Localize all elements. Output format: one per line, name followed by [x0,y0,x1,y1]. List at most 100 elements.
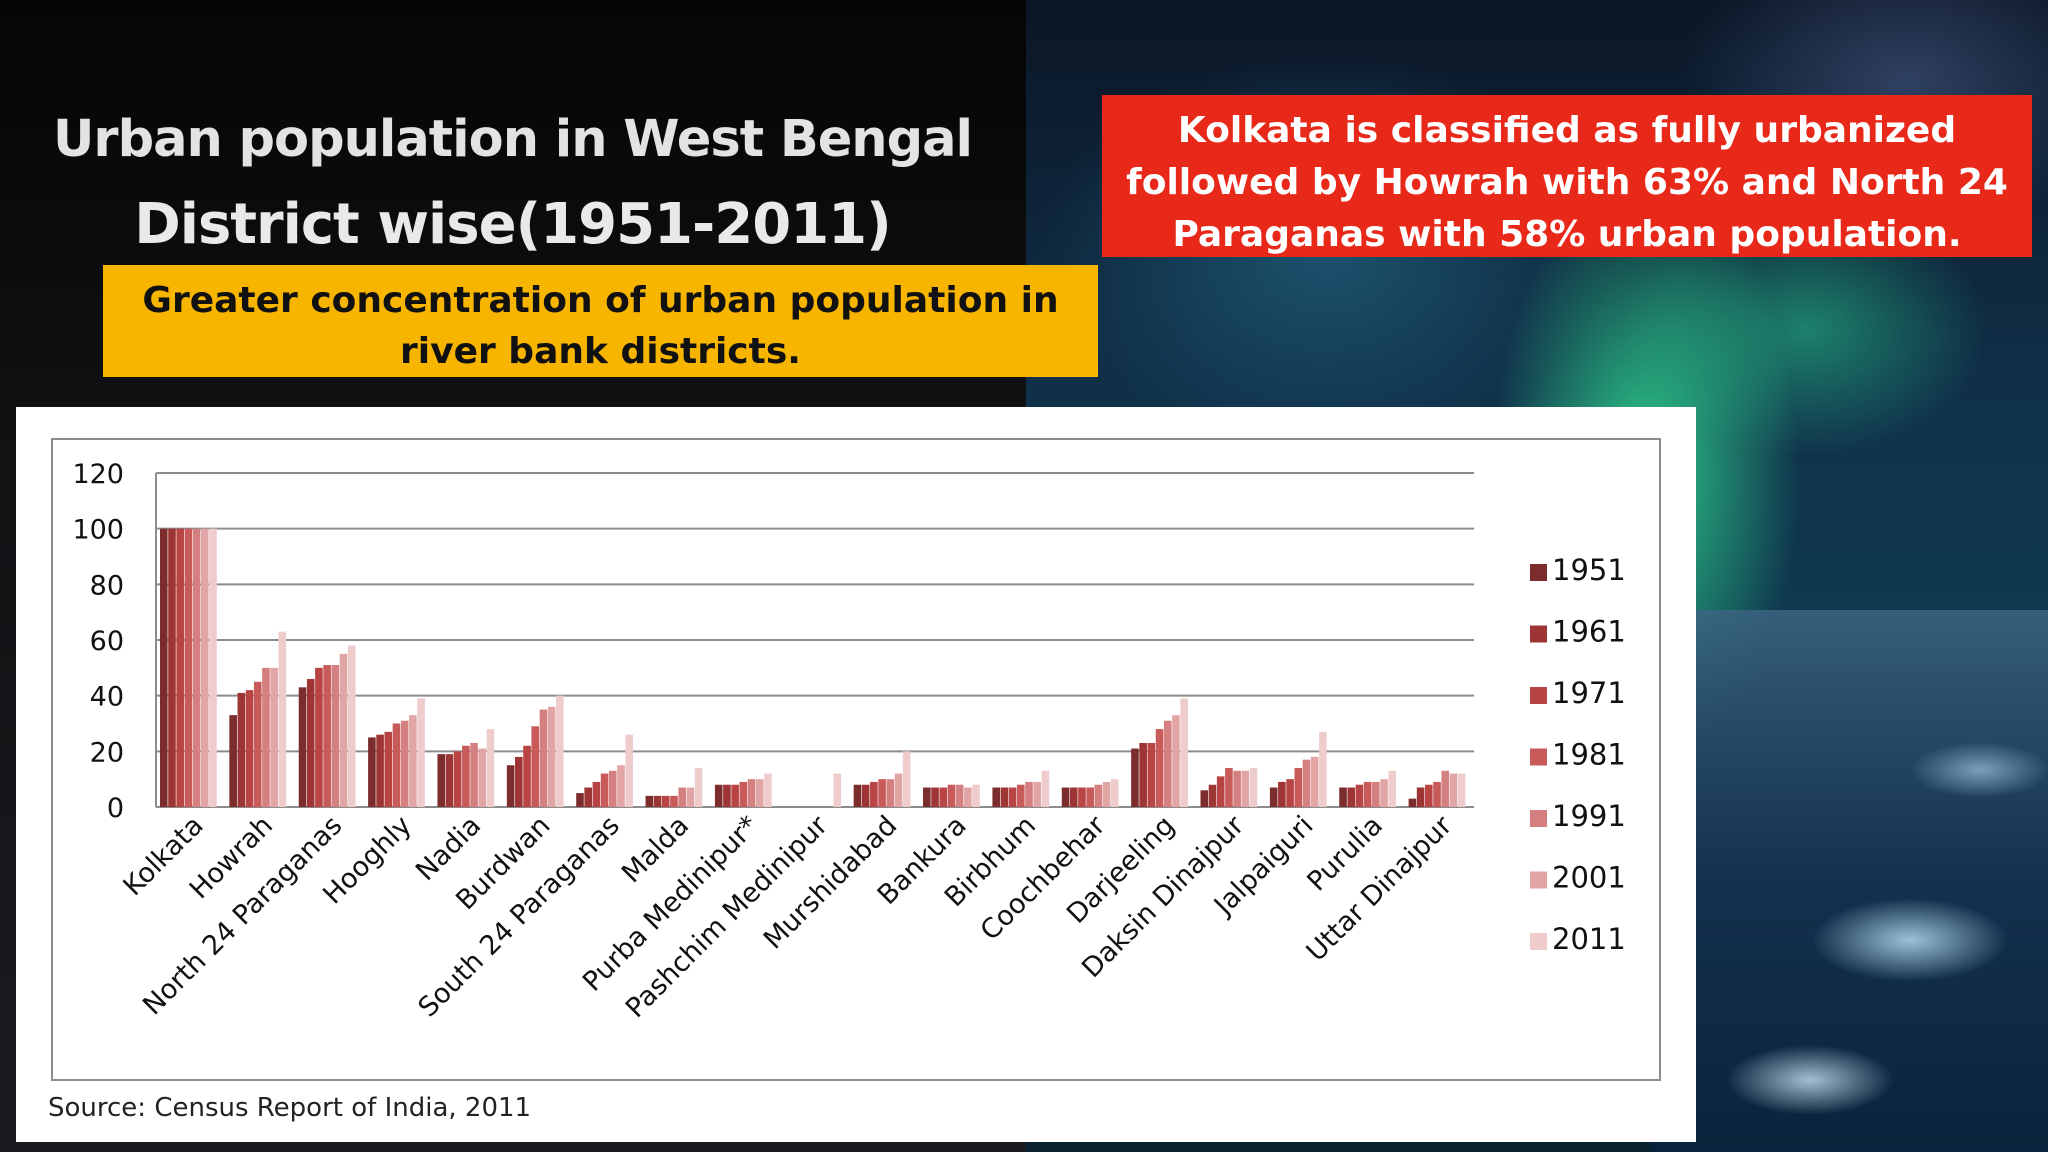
bar [645,795,654,807]
bar [1102,781,1111,807]
slide-title-line1: Urban population in West Bengal [53,110,973,169]
bar [184,528,193,807]
legend-swatch [1530,810,1547,827]
bar [331,665,340,807]
bar [159,528,168,807]
legend-label: 2001 [1552,861,1626,895]
y-tick-label: 20 [90,737,124,768]
legend-label: 1981 [1552,738,1626,772]
bar [323,665,331,807]
bar [515,756,523,807]
bar [723,784,731,807]
bar [894,773,903,807]
source-citation: Source: Census Report of India, 2011 [48,1093,532,1123]
bar [229,715,237,807]
highlight-note-box: Greater concentration of urban populatio… [103,265,1098,377]
bar [1294,768,1303,807]
bar [878,779,886,807]
bar [547,706,556,807]
bar [1041,770,1050,807]
bar [478,748,487,807]
bar [306,678,315,807]
bar [376,734,384,807]
bar [368,737,376,807]
callout-text: Kolkata is classified as fully urbanized… [1126,110,2008,255]
bar [1347,787,1356,807]
bar [1302,759,1311,807]
bar [902,751,911,807]
legend-label: 1951 [1552,553,1626,587]
bar [1086,787,1094,807]
bar [576,793,584,807]
highlight-note-text: Greater concentration of urban populatio… [142,280,1059,372]
y-tick-label: 0 [107,793,124,824]
bar [400,720,409,807]
bar [955,784,964,807]
bar [278,631,287,807]
bar [694,768,703,807]
legend-swatch [1530,748,1547,766]
bar [1286,779,1294,807]
bar [653,795,662,807]
bar [1457,773,1466,807]
bar [392,723,401,807]
bar [1319,731,1327,807]
bar [1061,787,1070,807]
bar [731,784,739,807]
bar [417,698,425,807]
bar [1339,787,1347,807]
bar [1363,781,1372,807]
bar [1000,787,1009,807]
bar [1380,779,1388,807]
bar [1416,787,1425,807]
bar [861,784,870,807]
bar [192,528,201,807]
bar [1310,756,1319,807]
bar [600,773,609,807]
bar [1225,768,1233,807]
bar [315,667,323,807]
bar [1069,787,1078,807]
legend-swatch [1530,871,1547,889]
bar [347,645,356,807]
bar [617,765,625,807]
bar [1008,787,1017,807]
bar [453,751,462,807]
bar [714,784,723,807]
bar [1033,781,1042,807]
bar [539,709,548,807]
bar [964,787,972,807]
bar [1094,784,1103,807]
bar [1241,770,1250,807]
legend-label: 1991 [1552,799,1626,833]
bar [437,754,446,807]
bar [1131,748,1139,807]
bar [262,667,270,807]
bar [686,787,695,807]
bar [1233,770,1241,807]
bar [747,779,756,807]
y-tick-label: 80 [90,570,124,601]
bar [1408,798,1417,807]
bar [931,787,939,807]
bar [1425,784,1433,807]
y-tick-label: 120 [72,459,124,490]
bar [384,731,393,807]
bar [853,784,862,807]
bar [764,773,772,807]
bar [1163,720,1172,807]
bar [608,770,617,807]
y-tick-label: 40 [90,682,124,713]
bar [1155,729,1164,807]
bar [1180,698,1188,807]
bar [972,784,980,807]
legend-swatch [1530,933,1547,950]
bar [1172,715,1180,807]
bar [1433,781,1441,807]
bar [584,787,592,807]
bar [1139,742,1147,807]
bar [923,787,931,807]
bar [176,528,184,807]
